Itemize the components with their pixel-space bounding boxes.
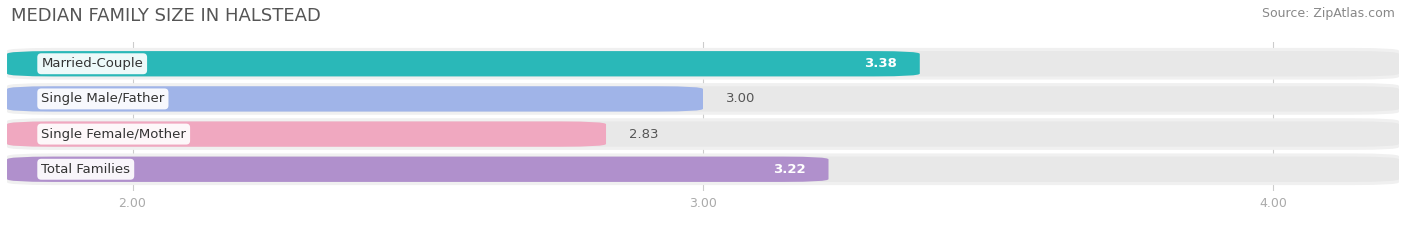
FancyBboxPatch shape [7,51,920,76]
Text: Total Families: Total Families [41,163,131,176]
Text: 2.83: 2.83 [628,128,658,140]
Text: 3.22: 3.22 [773,163,806,176]
Text: Single Male/Father: Single Male/Father [41,93,165,105]
Text: Married-Couple: Married-Couple [41,57,143,70]
FancyBboxPatch shape [7,86,1399,112]
FancyBboxPatch shape [7,157,1399,182]
FancyBboxPatch shape [7,51,1399,76]
FancyBboxPatch shape [7,48,1399,80]
FancyBboxPatch shape [7,157,828,182]
Text: Single Female/Mother: Single Female/Mother [41,128,186,140]
Text: MEDIAN FAMILY SIZE IN HALSTEAD: MEDIAN FAMILY SIZE IN HALSTEAD [11,7,321,25]
FancyBboxPatch shape [7,121,606,147]
Text: 3.00: 3.00 [725,93,755,105]
FancyBboxPatch shape [7,118,1399,150]
Text: Source: ZipAtlas.com: Source: ZipAtlas.com [1261,7,1395,20]
FancyBboxPatch shape [7,153,1399,185]
FancyBboxPatch shape [7,83,1399,115]
FancyBboxPatch shape [7,86,703,112]
Text: 3.38: 3.38 [865,57,897,70]
FancyBboxPatch shape [7,121,1399,147]
